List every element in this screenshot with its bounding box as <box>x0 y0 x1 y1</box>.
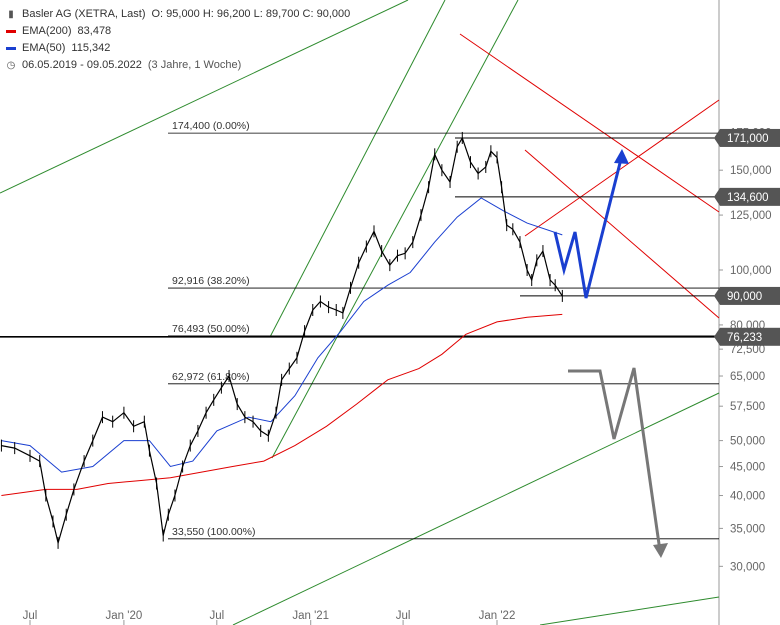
price-marker-label: 90,000 <box>727 291 762 303</box>
support-line-lower <box>539 596 720 625</box>
price-marker-badge <box>720 286 780 305</box>
ema200-swatch <box>6 30 16 33</box>
y-tick-label: 125,000 <box>730 210 772 222</box>
y-tick-label: 65,000 <box>730 371 765 383</box>
downtrend-lower-line <box>524 149 720 319</box>
legend-ema200-row: EMA(200) 83,478 <box>6 23 350 40</box>
price-marker-badge <box>720 128 780 147</box>
price-marker-label: 76,233 <box>727 332 762 344</box>
y-tick-label: 72,500 <box>730 344 765 356</box>
chart-legend: ▮ Basler AG (XETRA, Last) O: 95,000 H: 9… <box>6 6 350 74</box>
x-tick-label: Jan '22 <box>479 610 516 622</box>
channel-lower-line <box>271 0 519 459</box>
fib-level-label: 92,916 (38.20%) <box>172 275 250 287</box>
legend-title-row: ▮ Basler AG (XETRA, Last) O: 95,000 H: 9… <box>6 6 350 23</box>
fib-level-label: 33,550 (100.00%) <box>172 526 255 538</box>
price-marker-pointer <box>714 327 720 346</box>
ema50-value: 115,342 <box>71 42 111 54</box>
date-span: (3 Jahre, 1 Woche) <box>147 59 242 71</box>
forecast-blue-path <box>553 154 624 299</box>
uptrend-red-line <box>524 99 720 237</box>
price-marker-pointer <box>714 187 720 206</box>
price-line <box>1 136 563 546</box>
legend-range-row: ◷ 06.05.2019 - 09.05.2022 (3 Jahre, 1 Wo… <box>6 57 350 74</box>
chart-bars-icon: ▮ <box>8 9 14 20</box>
price-marker-badge <box>720 187 780 206</box>
forecast-blue-arrowhead <box>614 149 629 164</box>
fib-level-label: 76,493 (50.00%) <box>172 323 250 335</box>
instrument-title: Basler AG (XETRA, Last) <box>22 8 146 20</box>
y-tick-label: 35,000 <box>730 523 765 535</box>
x-tick-label: Jul <box>396 610 411 622</box>
y-tick-label: 45,000 <box>730 462 765 474</box>
y-tick-label: 57,500 <box>730 401 765 413</box>
fib-level-label: 174,400 (0.00%) <box>172 120 250 132</box>
y-tick-label: 50,000 <box>730 436 765 448</box>
x-tick-label: Jan '20 <box>106 610 143 622</box>
ema50-line <box>1 197 563 473</box>
price-marker-label: 171,000 <box>727 133 769 145</box>
price-marker-label: 134,600 <box>727 192 769 204</box>
y-tick-label: 100,000 <box>730 265 772 277</box>
clock-icon: ◷ <box>6 60 16 71</box>
date-range: 06.05.2019 - 09.05.2022 <box>22 59 142 71</box>
price-marker-pointer <box>714 128 720 147</box>
y-tick-label: 40,000 <box>730 491 765 503</box>
y-tick-label: 150,000 <box>730 165 772 177</box>
ema50-swatch <box>6 47 16 50</box>
y-tick-label: 30,000 <box>730 561 765 573</box>
x-tick-label: Jul <box>23 610 38 622</box>
forecast-gray-arrowhead <box>653 543 668 558</box>
ema200-value: 83,478 <box>77 25 112 37</box>
fib-level-label: 62,972 (61.80%) <box>172 371 250 383</box>
ema50-label: EMA(50) <box>22 42 66 54</box>
price-marker-badge <box>720 327 780 346</box>
ema200-line <box>1 313 563 496</box>
downtrend-upper-line <box>459 33 720 213</box>
x-tick-label: Jul <box>209 610 224 622</box>
price-marker-pointer <box>714 286 720 305</box>
forecast-gray-path <box>568 367 662 552</box>
support-line <box>232 392 720 625</box>
legend-ema50-row: EMA(50) 115,342 <box>6 40 350 57</box>
channel-upper-line <box>269 0 446 338</box>
ohlc-values: O: 95,000 H: 96,200 L: 89,700 C: 90,000 <box>151 8 351 20</box>
x-tick-label: Jan '21 <box>292 610 329 622</box>
ema200-label: EMA(200) <box>22 25 72 37</box>
channel-upper-long-line <box>0 0 409 194</box>
